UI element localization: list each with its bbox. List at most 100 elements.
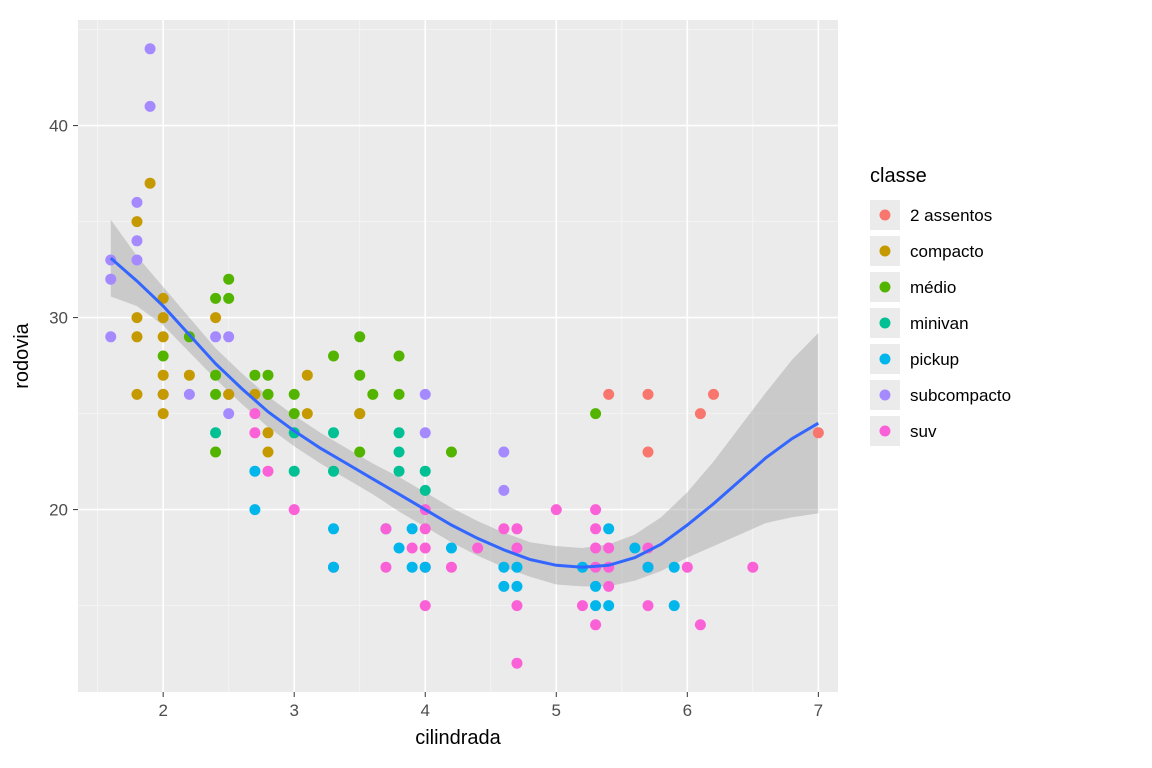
y-tick-label: 20	[49, 501, 68, 520]
legend-label: médio	[910, 278, 956, 297]
data-point	[394, 351, 405, 362]
legend-swatch	[880, 426, 891, 437]
data-point	[289, 408, 300, 419]
data-point	[511, 562, 522, 573]
data-point	[420, 485, 431, 496]
data-point	[223, 408, 234, 419]
legend-swatch	[880, 318, 891, 329]
data-point	[131, 389, 142, 400]
data-point	[145, 101, 156, 112]
data-point	[498, 485, 509, 496]
x-tick-label: 4	[421, 701, 430, 720]
legend-swatch	[880, 354, 891, 365]
data-point	[249, 466, 260, 477]
data-point	[145, 43, 156, 54]
x-tick-label: 7	[814, 701, 823, 720]
data-point	[695, 408, 706, 419]
data-point	[446, 543, 457, 554]
data-point	[446, 562, 457, 573]
data-point	[328, 351, 339, 362]
data-point	[420, 427, 431, 438]
data-point	[184, 370, 195, 381]
legend-label: minivan	[910, 314, 969, 333]
data-point	[590, 504, 601, 515]
data-point	[158, 312, 169, 323]
data-point	[394, 389, 405, 400]
data-point	[747, 562, 758, 573]
data-point	[328, 562, 339, 573]
data-point	[210, 370, 221, 381]
x-tick-label: 5	[552, 701, 561, 720]
data-point	[498, 581, 509, 592]
data-point	[708, 389, 719, 400]
data-point	[289, 466, 300, 477]
legend-swatch	[880, 210, 891, 221]
data-point	[354, 447, 365, 458]
data-point	[394, 466, 405, 477]
data-point	[407, 523, 418, 534]
legend-label: pickup	[910, 350, 959, 369]
data-point	[158, 331, 169, 342]
data-point	[249, 427, 260, 438]
data-point	[354, 408, 365, 419]
data-point	[158, 389, 169, 400]
y-tick-label: 30	[49, 309, 68, 328]
data-point	[643, 600, 654, 611]
data-point	[210, 312, 221, 323]
data-point	[669, 600, 680, 611]
y-tick-label: 40	[49, 117, 68, 136]
data-point	[131, 197, 142, 208]
data-point	[328, 523, 339, 534]
data-point	[446, 447, 457, 458]
data-point	[367, 389, 378, 400]
data-point	[380, 562, 391, 573]
data-point	[511, 658, 522, 669]
legend-label: suv	[910, 422, 937, 441]
data-point	[682, 562, 693, 573]
plot-panel	[78, 20, 838, 692]
data-point	[184, 389, 195, 400]
data-point	[263, 427, 274, 438]
data-point	[511, 523, 522, 534]
data-point	[223, 293, 234, 304]
data-point	[328, 427, 339, 438]
data-point	[105, 331, 116, 342]
data-point	[420, 543, 431, 554]
data-point	[380, 523, 391, 534]
legend-label: compacto	[910, 242, 984, 261]
legend-label: subcompacto	[910, 386, 1011, 405]
data-point	[210, 427, 221, 438]
data-point	[354, 370, 365, 381]
data-point	[145, 178, 156, 189]
data-point	[603, 389, 614, 400]
data-point	[263, 466, 274, 477]
data-point	[158, 370, 169, 381]
data-point	[354, 331, 365, 342]
data-point	[603, 581, 614, 592]
data-point	[551, 504, 562, 515]
data-point	[210, 447, 221, 458]
data-point	[590, 543, 601, 554]
x-tick-label: 3	[289, 701, 298, 720]
data-point	[263, 370, 274, 381]
data-point	[420, 600, 431, 611]
data-point	[643, 389, 654, 400]
data-point	[498, 523, 509, 534]
data-point	[420, 523, 431, 534]
data-point	[223, 389, 234, 400]
data-point	[498, 562, 509, 573]
data-point	[249, 504, 260, 515]
data-point	[511, 581, 522, 592]
data-point	[511, 600, 522, 611]
data-point	[105, 274, 116, 285]
data-point	[131, 312, 142, 323]
data-point	[407, 562, 418, 573]
data-point	[695, 619, 706, 630]
data-point	[590, 619, 601, 630]
data-point	[407, 543, 418, 554]
data-point	[420, 562, 431, 573]
data-point	[590, 408, 601, 419]
data-point	[210, 389, 221, 400]
y-axis-title: rodovia	[11, 322, 33, 388]
data-point	[249, 370, 260, 381]
